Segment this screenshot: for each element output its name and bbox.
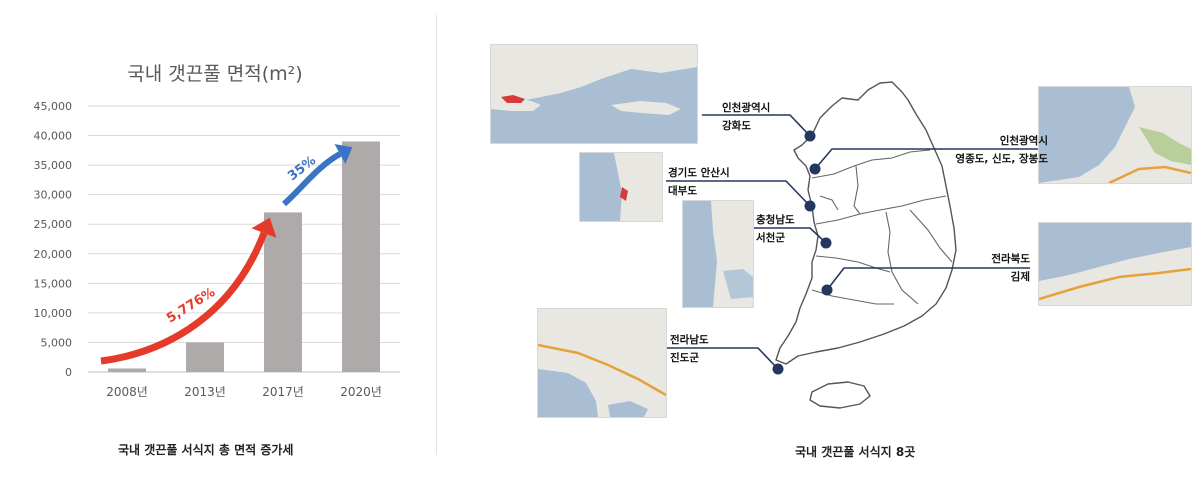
y-tick-label: 25,000 — [34, 218, 73, 231]
thumb-daebu — [579, 152, 663, 222]
peninsula-outline — [775, 81, 957, 365]
panel-divider — [436, 15, 437, 455]
chart-bars — [108, 141, 380, 372]
label-area: 대부도 — [668, 185, 697, 197]
province-border — [885, 211, 919, 305]
province-border — [853, 165, 861, 215]
chart-annotations: 5,776% 35% — [100, 143, 353, 365]
jeju-island — [809, 381, 871, 409]
label-daebu: 경기도 안산시 대부도 — [668, 164, 730, 200]
y-axis-ticks: 0 5,000 10,000 15,000 20,000 25,000 30,000 35,0… — [34, 100, 73, 379]
annotation-label: 35% — [285, 153, 319, 184]
label-province: 인천광역시 — [999, 135, 1048, 147]
y-tick-label: 40,000 — [34, 130, 73, 143]
label-ganghwa: 인천광역시 강화도 — [722, 99, 770, 135]
label-province: 인천광역시 — [722, 102, 771, 114]
leader-line-yeongjong — [814, 148, 1038, 170]
y-tick-label: 30,000 — [34, 189, 73, 202]
habitat-marker — [820, 237, 832, 249]
label-seocheon: 충청남도 서천군 — [756, 211, 795, 247]
x-tick-label: 2013년 — [184, 385, 226, 399]
leader-line-jindo — [666, 347, 779, 370]
x-axis-ticks: 2008년 2013년 2017년 2020년 — [106, 385, 382, 399]
chart-title: 국내 갯끈풀 면적(m²) — [127, 63, 302, 85]
bar — [264, 212, 302, 372]
habitat-marker — [804, 200, 816, 212]
annotation-arrow — [282, 151, 342, 207]
y-tick-label: 35,000 — [34, 159, 73, 172]
chart-grid — [88, 105, 400, 373]
bar-chart: 국내 갯끈풀 면적(m²) 0 5,000 10,000 15,000 20,000 25… — [34, 63, 400, 399]
habitat-marker — [804, 130, 816, 142]
thumb-jindo — [537, 308, 667, 418]
annotation-arrowhead — [251, 217, 277, 238]
label-jindo: 전라남도 진도군 — [670, 331, 709, 367]
map-thumbnail — [491, 45, 697, 143]
y-tick-label: 10,000 — [34, 307, 73, 320]
thumb-gimje — [1038, 222, 1192, 306]
annotation-arrow — [100, 231, 268, 365]
province-border — [819, 195, 839, 211]
annotation-arrowhead — [334, 143, 353, 165]
habitat-marker — [772, 363, 784, 375]
bar — [342, 141, 380, 372]
province-border — [815, 255, 891, 273]
x-tick-label: 2017년 — [262, 385, 304, 399]
habitat-marker — [821, 284, 833, 296]
label-area: 김제 — [1010, 271, 1030, 283]
y-tick-label: 5,000 — [41, 336, 73, 349]
map-thumbnail — [580, 153, 662, 221]
label-area: 영종도, 신도, 장봉도 — [955, 153, 1048, 165]
province-border — [909, 209, 953, 263]
label-yeongjong: 인천광역시 영종도, 신도, 장봉도 — [933, 132, 1048, 168]
chart-caption: 국내 갯끈풀 서식지 총 면적 증가세 — [118, 443, 294, 457]
label-province: 충청남도 — [756, 214, 795, 226]
habitat-marker — [809, 163, 821, 175]
bar — [186, 342, 224, 372]
label-gimje: 전라북도 김제 — [960, 250, 1030, 286]
y-tick-label: 45,000 — [34, 100, 73, 113]
y-tick-label: 0 — [65, 366, 72, 379]
x-tick-label: 2020년 — [340, 385, 382, 399]
annotation-label: 5,776% — [164, 285, 218, 326]
label-area: 강화도 — [722, 120, 751, 132]
x-tick-label: 2008년 — [106, 385, 148, 399]
province-border — [815, 195, 947, 225]
chart-panel: 국내 갯끈풀 면적(m²) 0 5,000 10,000 15,000 20,000 25… — [0, 0, 430, 475]
leader-line-daebu — [666, 180, 811, 207]
label-province: 전라북도 — [991, 253, 1030, 265]
label-province: 전라남도 — [670, 334, 709, 346]
leader-line-ganghwa — [702, 114, 811, 137]
thumb-seocheon — [682, 200, 754, 308]
thumb-yeongjong — [1038, 86, 1192, 184]
map-caption: 국내 갯끈풀 서식지 8곳 — [795, 445, 916, 459]
y-tick-label: 15,000 — [34, 277, 73, 290]
label-area: 진도군 — [670, 352, 699, 364]
map-panel: 인천광역시 강화도 인천광역시 영종도, 신도, 장봉도 경기도 안산시 대부도… — [440, 0, 1202, 475]
bar — [108, 368, 146, 372]
leader-line-gimje — [826, 267, 1030, 291]
map-thumbnail — [683, 201, 753, 307]
map-thumbnail — [1039, 87, 1191, 183]
label-province: 경기도 안산시 — [668, 167, 730, 179]
map-thumbnail — [538, 309, 666, 417]
province-border — [811, 149, 931, 179]
korea-map — [666, 81, 1038, 409]
label-area: 서천군 — [756, 232, 785, 244]
leader-line-seocheon — [752, 227, 827, 244]
map-thumbnail — [1039, 223, 1191, 305]
y-tick-label: 20,000 — [34, 248, 73, 261]
thumb-ganghwa — [490, 44, 698, 144]
